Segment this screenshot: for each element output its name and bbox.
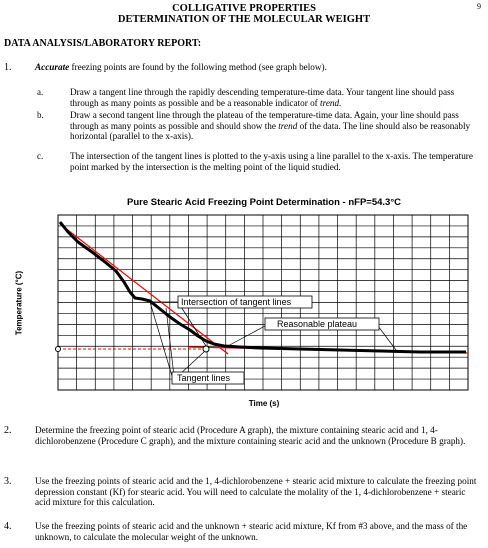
item-text: Accurate freezing points are found by th… xyxy=(35,62,475,73)
item-text: Determine the freezing point of stearic … xyxy=(35,425,466,446)
subitem-text: The intersection of the tangent lines is… xyxy=(70,151,478,172)
data-series-line xyxy=(58,221,466,354)
item-number: 3. xyxy=(4,476,12,487)
tangent-line-descending xyxy=(59,223,229,355)
item-text: Use the freezing points of stearic acid … xyxy=(35,521,468,542)
subitem-text: Draw a second tangent line through the p… xyxy=(70,110,478,142)
annotation-intersection: Intersection of tangent lines xyxy=(181,297,292,307)
chart-xlabel: Time (s) xyxy=(248,399,280,408)
intersection-point xyxy=(202,345,210,353)
annotation-plateau: Reasonable plateau xyxy=(277,319,357,329)
item-body: freezing points are found by the followi… xyxy=(69,62,327,72)
item-text: Use the freezing points of stearic acid … xyxy=(35,476,477,508)
section-title: DATA ANALYSIS/LABORATORY REPORT: xyxy=(4,38,202,49)
y-axis-marker xyxy=(55,346,61,352)
item-number: 1. xyxy=(4,62,12,73)
subitem-label: b. xyxy=(37,110,44,120)
subitem-label: c. xyxy=(37,151,44,161)
item-number: 2. xyxy=(4,425,12,436)
subitem-body: The intersection of the tangent lines is… xyxy=(70,151,473,172)
chart-grid xyxy=(57,214,469,391)
annotation-box xyxy=(264,317,380,331)
chart-title: Pure Stearic Acid Freezing Point Determi… xyxy=(127,197,401,208)
page-number: 9 xyxy=(477,2,481,11)
subitem-body: of the data. The line should also be rea… xyxy=(70,120,471,142)
subitem-label: a. xyxy=(37,87,44,97)
header-subtitle: DETERMINATION OF THE MOLECULAR WEIGHT xyxy=(117,14,371,25)
subitem-emphasis: trend xyxy=(278,120,298,131)
subitem-text: Draw a tangent line through the rapidly … xyxy=(70,87,478,108)
subitem-body: Draw a tangent line through the rapidly … xyxy=(70,87,455,108)
annotation-tangent: Tangent lines xyxy=(177,373,231,383)
item-number: 4. xyxy=(4,521,12,532)
annotation-box xyxy=(171,371,245,385)
header-title: COLLIGATIVE PROPERTIES xyxy=(172,3,316,14)
annotation-leaders xyxy=(149,301,397,377)
item-emphasis: Accurate xyxy=(35,62,70,72)
subitem-emphasis: trend. xyxy=(320,97,342,108)
subitem-body: Draw a second tangent line through the p… xyxy=(70,110,459,131)
annotation-box xyxy=(177,295,313,309)
